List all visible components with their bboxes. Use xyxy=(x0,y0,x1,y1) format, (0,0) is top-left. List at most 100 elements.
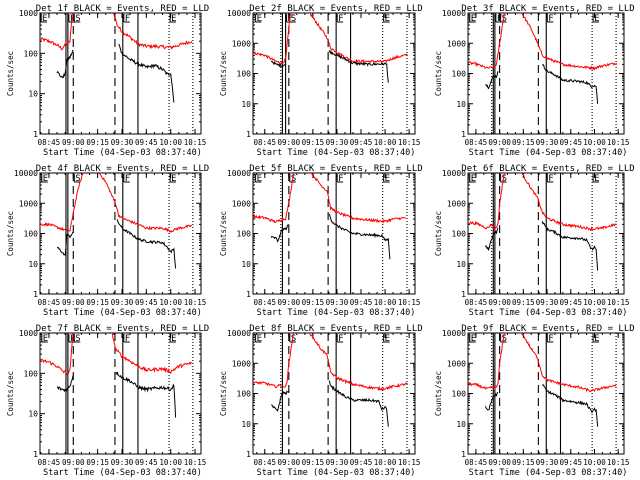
y-axis-label: Counts/sec xyxy=(219,211,228,256)
chart-title: Det 2f BLACK = Events, RED = LLD xyxy=(249,4,422,14)
events-series-line xyxy=(541,221,599,271)
y-tick-label: 1 xyxy=(461,290,466,299)
x-tick-label: 10:15 xyxy=(184,458,207,467)
chart-panel-det-4: Det 4f BLACK = Events, RED = LLD 1 10 100 10… xyxy=(6,164,209,318)
chart-panel-det-9: Det 9f BLACK = Events, RED = LLD 1 10 100 10… xyxy=(434,324,635,478)
marker-label: F xyxy=(288,14,293,24)
y-tick-label: 100 xyxy=(24,369,39,378)
events-series-line xyxy=(118,43,175,103)
chart-panel-det-2: Det 2f BLACK = Events, RED = LLD 1 10 100 10… xyxy=(219,4,423,158)
x-axis-label: Start Time (04-Sep-03 08:37:40) xyxy=(257,468,416,478)
y-tick-label: 10 xyxy=(241,260,251,269)
marker-label: F xyxy=(125,174,130,184)
marker-label: S xyxy=(75,334,80,344)
x-tick-label: 08:45 xyxy=(253,138,276,147)
marker-label: F xyxy=(125,14,130,24)
series-group xyxy=(40,13,193,103)
lld-series-line xyxy=(310,173,407,224)
x-tick-label: 09:00 xyxy=(488,298,511,307)
plot-frame xyxy=(39,172,202,295)
marker-label: S xyxy=(291,14,296,24)
y-axis-label: Counts/sec xyxy=(434,211,443,256)
y-tick-label: 100 xyxy=(452,390,467,399)
marker-label: E xyxy=(385,174,390,184)
marker-label: E xyxy=(43,174,48,184)
x-tick-label: 10:15 xyxy=(607,298,630,307)
chart-panel-det-1: Det 1f BLACK = Events, RED = LLD 1 10 100 10… xyxy=(6,4,209,158)
y-tick-label: 10000 xyxy=(227,329,251,338)
series-group xyxy=(40,173,193,269)
y-tick-label: 100 xyxy=(237,70,252,79)
chart-panel-det-6: Det 6f BLACK = Events, RED = LLD 1 10 100 10… xyxy=(434,164,635,318)
x-tick-label: 09:30 xyxy=(536,458,559,467)
series-group xyxy=(468,333,617,427)
y-tick-label: 1000 xyxy=(232,199,251,208)
lld-series-line xyxy=(40,173,84,232)
marker-label: E xyxy=(257,14,262,24)
lld-series-line xyxy=(253,173,295,224)
y-tick-label: 10 xyxy=(28,410,38,419)
events-series-line xyxy=(116,219,177,269)
chart-panel-det-8: Det 8f BLACK = Events, RED = LLD 1 10 100 10… xyxy=(219,324,423,478)
x-tick-label: 10:15 xyxy=(398,458,421,467)
y-tick-label: 100 xyxy=(24,49,39,58)
x-tick-label: 10:00 xyxy=(374,458,397,467)
marker-label: F xyxy=(338,14,343,24)
x-tick-label: 08:45 xyxy=(38,138,61,147)
x-tick-label: 10:15 xyxy=(607,458,630,467)
lld-series-line xyxy=(309,13,408,64)
marker-label: F xyxy=(548,334,553,344)
chart-panel-det-3: Det 3f BLACK = Events, RED = LLD 1 10 100 10… xyxy=(434,4,635,158)
x-tick-label: 10:00 xyxy=(583,298,606,307)
x-tick-label: 09:45 xyxy=(559,298,582,307)
marker-label: E xyxy=(471,14,476,24)
lld-series-line xyxy=(468,333,505,390)
marker-label: F xyxy=(125,334,130,344)
x-tick-label: 09:30 xyxy=(536,138,559,147)
x-tick-label: 10:15 xyxy=(184,138,207,147)
lld-series-line xyxy=(113,13,193,50)
y-tick-label: 1 xyxy=(246,130,251,139)
x-tick-label: 09:00 xyxy=(62,298,85,307)
x-tick-label: 09:00 xyxy=(488,458,511,467)
lld-series-line xyxy=(40,13,74,51)
marker-label: S xyxy=(502,334,507,344)
y-axis-label: Counts/sec xyxy=(219,51,228,96)
x-tick-label: 10:00 xyxy=(374,298,397,307)
events-series-line xyxy=(115,371,177,418)
marker-label: F xyxy=(338,334,343,344)
marker-label: E xyxy=(471,174,476,184)
marker-label: S xyxy=(502,14,507,24)
y-tick-label: 1 xyxy=(33,450,38,459)
x-axis-label: Start Time (04-Sep-03 08:37:40) xyxy=(43,148,202,158)
x-tick-label: 10:00 xyxy=(159,458,182,467)
x-tick-label: 09:30 xyxy=(326,138,349,147)
y-tick-label: 10 xyxy=(241,420,251,429)
series-group xyxy=(468,13,618,104)
plot-frame xyxy=(39,332,202,455)
lld-series-line xyxy=(468,173,505,231)
y-axis-label: Counts/sec xyxy=(434,51,443,96)
marker-label: E xyxy=(385,14,390,24)
x-axis-label: Start Time (04-Sep-03 08:37:40) xyxy=(257,308,416,318)
y-axis-label: Counts/sec xyxy=(6,51,15,96)
y-tick-label: 10 xyxy=(241,100,251,109)
y-tick-label: 10 xyxy=(456,100,466,109)
y-tick-label: 1000 xyxy=(447,359,466,368)
marker-label: F xyxy=(338,174,343,184)
x-tick-label: 10:00 xyxy=(159,298,182,307)
events-series-line xyxy=(270,223,290,243)
y-tick-label: 10 xyxy=(456,260,466,269)
x-tick-label: 09:30 xyxy=(326,298,349,307)
x-tick-label: 09:30 xyxy=(111,138,134,147)
x-axis-label: Start Time (04-Sep-03 08:37:40) xyxy=(43,308,202,318)
events-series-line xyxy=(328,380,389,427)
marker-label: E xyxy=(42,14,47,24)
lld-series-line xyxy=(98,173,193,234)
x-tick-label: 09:15 xyxy=(512,298,535,307)
y-tick-label: 10000 xyxy=(442,329,466,338)
x-tick-label: 09:00 xyxy=(488,138,511,147)
x-tick-label: 10:15 xyxy=(398,138,421,147)
y-tick-label: 10 xyxy=(28,260,38,269)
